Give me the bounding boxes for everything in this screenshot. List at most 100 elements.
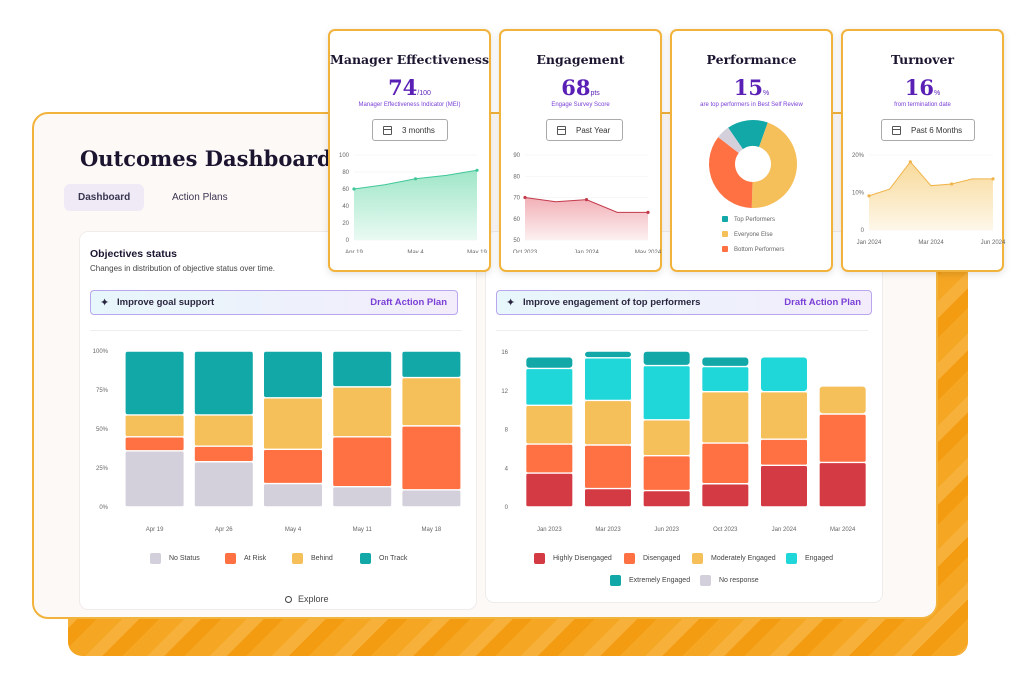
legend-item[interactable]: Highly Disengaged (534, 553, 612, 564)
bar-segment (333, 387, 392, 437)
y-tick-label: 10% (852, 191, 865, 197)
data-point (413, 177, 418, 181)
card-title: Manager Effectiveness (330, 52, 489, 67)
y-tick-label: 80 (513, 174, 520, 180)
x-tick-label: May 4 (407, 250, 424, 253)
bar-segment (402, 378, 461, 426)
bar-segment (194, 415, 253, 446)
x-tick-label: May 2024 (635, 250, 662, 253)
legend-item[interactable]: No response (700, 575, 759, 586)
engagement-panel: ✦ Improve engagement of top performers D… (486, 232, 882, 602)
legend-swatch (225, 553, 236, 564)
bar-segment (125, 451, 184, 507)
legend-item[interactable]: Extremely Engaged (610, 575, 690, 586)
bar-segment (526, 357, 573, 368)
legend-label: Highly Disengaged (553, 555, 612, 562)
legend-label: Moderately Engaged (711, 555, 776, 562)
card-title: Performance (706, 52, 797, 67)
bar-segment (702, 443, 749, 484)
legend-swatch (692, 553, 703, 564)
performance-donut-chart: Top Performers Everyone Else Bottom Perfor… (709, 120, 797, 253)
calendar-icon (892, 125, 901, 135)
explore-button[interactable]: Explore (285, 594, 329, 604)
bar-segment (264, 484, 322, 507)
y-tick-label: 40 (342, 204, 349, 210)
legend-label: Disengaged (643, 555, 681, 562)
x-tick-label: Jan 2024 (772, 527, 797, 533)
tab-action-plans[interactable]: Action Plans (172, 192, 228, 203)
performance-card[interactable]: Performance 15% are top performers in Be… (670, 29, 833, 272)
manager-effectiveness-card[interactable]: Manager Effectiveness 74/100 Manager Eff… (328, 29, 491, 272)
legend-item[interactable]: On Track (360, 553, 407, 564)
x-tick-label: Mar 2024 (918, 240, 944, 246)
legend-item[interactable]: No Status (150, 553, 200, 564)
bar-segment (643, 456, 690, 490)
y-tick-label: 8 (505, 428, 509, 434)
pie-slice (709, 137, 753, 208)
y-tick-label: 12 (501, 389, 508, 395)
x-tick-label: Mar 2023 (595, 527, 621, 533)
legend-label: No response (719, 577, 759, 584)
bar-segment (194, 351, 253, 415)
date-range-button[interactable]: 3 months (372, 119, 448, 141)
sparkle-icon: ✦ (100, 297, 110, 309)
date-range-button[interactable]: Past Year (546, 119, 624, 141)
bar-segment (702, 357, 749, 366)
banner-text: Improve goal support (117, 297, 215, 308)
data-point (646, 210, 650, 214)
date-range-button[interactable]: Past 6 Months (881, 119, 976, 141)
mei-area-chart: 0 20 40 60 80 100 Apr 19 May 4 May 19 (339, 153, 488, 253)
goal-support-banner[interactable]: ✦ Improve goal support Draft Action Plan (90, 290, 458, 315)
value-number: 74 (388, 75, 418, 100)
sparkle-icon: ✦ (506, 297, 516, 309)
top-performers-banner[interactable]: ✦ Improve engagement of top performers D… (496, 290, 872, 315)
legend-swatch (360, 553, 371, 564)
engagement-area-chart: 50 60 70 80 90 Oct 2023 Jan 2024 May 2024 (513, 153, 662, 253)
card-title: Engagement (536, 52, 625, 67)
value-unit: /100 (417, 90, 431, 97)
bar-segment (761, 466, 807, 507)
bar-segment (194, 446, 253, 462)
pie-slice (728, 120, 768, 150)
bar-segment (761, 439, 807, 465)
bar-segment (526, 405, 573, 444)
bar-segment (526, 473, 573, 507)
bar-segment (585, 351, 631, 358)
legend-item[interactable]: Moderately Engaged (692, 553, 776, 564)
turnover-card[interactable]: Turnover 16% from termination date Past … (841, 29, 1006, 272)
y-tick-label: 25% (96, 466, 109, 472)
bar-segment (125, 351, 184, 415)
data-point (908, 160, 912, 164)
data-point (584, 198, 589, 202)
objectives-stacked-bar-chart: 0% 25% 50% 75% 100% Apr 19 Apr 26 May 4 May 11 Ma… (93, 349, 461, 533)
area-fill (354, 170, 477, 240)
x-tick-label: Apr 19 (146, 527, 164, 533)
series-line (868, 161, 993, 197)
data-point (475, 168, 479, 172)
y-tick-label: 50% (96, 427, 109, 433)
draft-action-plan-link[interactable]: Draft Action Plan (784, 297, 861, 308)
legend-item[interactable]: Behind (292, 553, 333, 564)
banner-text: Improve engagement of top performers (523, 297, 701, 308)
legend-label: Everyone Else (734, 232, 773, 238)
card-subtitle: are top performers in Best Self Review (700, 102, 803, 108)
x-tick-label: May 19 (467, 250, 487, 253)
legend-item[interactable]: Engaged (786, 553, 833, 564)
data-point (991, 177, 995, 181)
bar-segment (585, 358, 631, 400)
y-tick-label: 0% (99, 505, 108, 511)
legend-item[interactable]: Disengaged (624, 553, 680, 564)
tab-dashboard[interactable]: Dashboard (64, 184, 145, 211)
y-tick-label: 20% (852, 153, 865, 159)
bar-segment (761, 357, 807, 392)
legend-swatch (292, 553, 303, 564)
engagement-card[interactable]: Engagement 68pts Engage Survey Score Pas… (499, 29, 662, 272)
bar-segment (585, 445, 631, 488)
legend-label: At Risk (244, 555, 267, 562)
legend-item[interactable]: At Risk (225, 553, 266, 564)
y-tick-label: 70 (513, 196, 520, 202)
bar-segment (819, 414, 866, 462)
bar-segment (194, 462, 253, 507)
x-tick-label: May 18 (422, 527, 442, 533)
draft-action-plan-link[interactable]: Draft Action Plan (370, 297, 447, 308)
